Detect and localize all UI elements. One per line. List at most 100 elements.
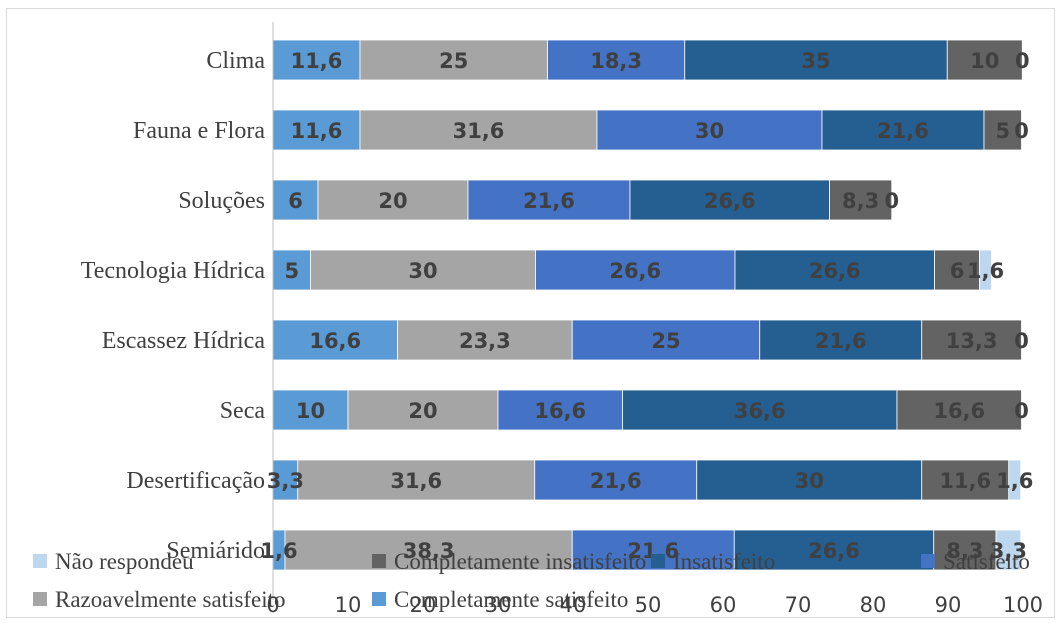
legend-entry: Não respondeu xyxy=(33,549,194,574)
data-label: 8,3 xyxy=(842,189,879,213)
legend-swatch xyxy=(372,592,386,606)
x-tick-label: 90 xyxy=(935,593,962,617)
x-tick-label: 60 xyxy=(710,593,737,617)
bar-segment xyxy=(467,179,631,221)
data-labels-layer: 11,6 25 18,3 35 10 011,6 31,6 30 21,6 5 06 20 21,6 26… xyxy=(260,49,1033,563)
bar-segment xyxy=(921,459,1010,501)
data-label: 31,6 xyxy=(453,119,505,143)
axis-layer: Clima Fauna e Flora Soluções Tecnologia Híd… xyxy=(81,22,1043,617)
x-tick-label: 50 xyxy=(635,593,662,617)
x-tick-label: 30 xyxy=(485,593,512,617)
bar-segment xyxy=(821,109,985,151)
bar-segment xyxy=(733,529,935,571)
data-label: 25 xyxy=(439,49,468,73)
x-tick-label: 0 xyxy=(266,593,279,617)
legend-label: Completamente insatisfeito xyxy=(394,549,646,574)
legend-label: Insatisfeito xyxy=(673,549,775,574)
legend-label: Razoavelmente satisfeito xyxy=(55,587,286,612)
data-label: 16,6 xyxy=(933,399,985,423)
legend-swatch xyxy=(651,554,665,568)
data-label: 0 xyxy=(1014,399,1029,423)
data-label: 21,6 xyxy=(877,119,929,143)
bar-segment xyxy=(684,39,948,81)
legend-swatch xyxy=(372,554,386,568)
data-label: 21,6 xyxy=(815,329,867,353)
x-tick-label: 80 xyxy=(860,593,887,617)
x-tick-label: 100 xyxy=(1003,593,1043,617)
data-label: 10 xyxy=(296,399,325,423)
data-label: 36,6 xyxy=(734,399,786,423)
data-label: 26,6 xyxy=(609,259,661,283)
bar-segment xyxy=(272,109,361,151)
category-label: Soluções xyxy=(178,188,265,214)
category-label: Tecnologia Hídrica xyxy=(81,258,266,284)
legend-swatch xyxy=(33,554,47,568)
legend-entry: Satisfeito xyxy=(921,549,1030,574)
data-label: 3,3 xyxy=(990,539,1027,563)
bar-segment xyxy=(995,529,1022,571)
data-label: 16,6 xyxy=(534,399,586,423)
data-label: 11,6 xyxy=(291,119,343,143)
data-label: 25 xyxy=(651,329,680,353)
data-label: 8,3 xyxy=(946,539,983,563)
category-label: Fauna e Flora xyxy=(133,118,265,144)
bars-layer xyxy=(272,39,1023,571)
bar-segment xyxy=(571,319,761,361)
legend-entry: Insatisfeito xyxy=(651,549,775,574)
bar-segment xyxy=(284,529,573,571)
data-label: 5 xyxy=(995,119,1010,143)
data-label: 38,3 xyxy=(403,539,455,563)
bar-segment xyxy=(547,39,686,81)
bar-segment xyxy=(734,249,935,291)
data-label: 11,6 xyxy=(939,469,991,493)
x-tick-label: 20 xyxy=(410,593,437,617)
category-label: Clima xyxy=(206,48,265,74)
data-label: 20 xyxy=(408,399,437,423)
data-label: 23,3 xyxy=(459,329,511,353)
data-label: 10 xyxy=(970,49,999,73)
legend: Não respondeu Completamente insatisfeito I… xyxy=(33,549,1030,612)
data-label: 1,6 xyxy=(967,259,1004,283)
bar-segment xyxy=(497,389,623,431)
bar-segment xyxy=(317,179,469,221)
bar-segment xyxy=(946,39,1023,81)
bar-segment xyxy=(397,319,573,361)
data-label: 30 xyxy=(795,469,824,493)
data-label: 0 xyxy=(884,189,899,213)
legend-entry: Completamente insatisfeito xyxy=(372,549,646,574)
category-label: Seca xyxy=(220,398,266,424)
data-label: 21,6 xyxy=(523,189,575,213)
bar-segment xyxy=(933,529,997,571)
data-label: 20 xyxy=(378,189,407,213)
legend-label: Satisfeito xyxy=(943,549,1030,574)
legend-swatch xyxy=(921,554,935,568)
bar-segment xyxy=(896,389,1022,431)
data-label: 6 xyxy=(950,259,965,283)
data-label: 3,3 xyxy=(267,469,304,493)
bar-segment xyxy=(297,459,536,501)
bar-segment xyxy=(535,249,736,291)
data-label: 13,3 xyxy=(946,329,998,353)
data-label: 26,6 xyxy=(704,189,756,213)
bar-segment xyxy=(310,249,536,291)
category-label: Escassez Hídrica xyxy=(102,328,266,354)
legend-label: Não respondeu xyxy=(55,549,194,574)
legend-entry: Completamente satisfeito xyxy=(372,587,628,612)
data-label: 30 xyxy=(695,119,724,143)
bar-segment xyxy=(359,109,598,151)
category-label: Semiárido xyxy=(166,538,265,564)
data-label: 26,6 xyxy=(808,539,860,563)
bar-segment xyxy=(272,319,398,361)
bar-segment xyxy=(934,249,980,291)
x-tick-label: 40 xyxy=(560,593,587,617)
bar-segment xyxy=(622,389,898,431)
legend-entry: Razoavelmente satisfeito xyxy=(33,587,286,612)
data-label: 0 xyxy=(1015,49,1030,73)
data-label: 0 xyxy=(1014,119,1029,143)
data-label: 21,6 xyxy=(590,469,642,493)
data-label: 6 xyxy=(288,189,303,213)
category-label: Desertificação xyxy=(126,468,265,494)
data-label: 16,6 xyxy=(309,329,361,353)
bar-segment xyxy=(596,109,823,151)
bar-segment xyxy=(696,459,923,501)
